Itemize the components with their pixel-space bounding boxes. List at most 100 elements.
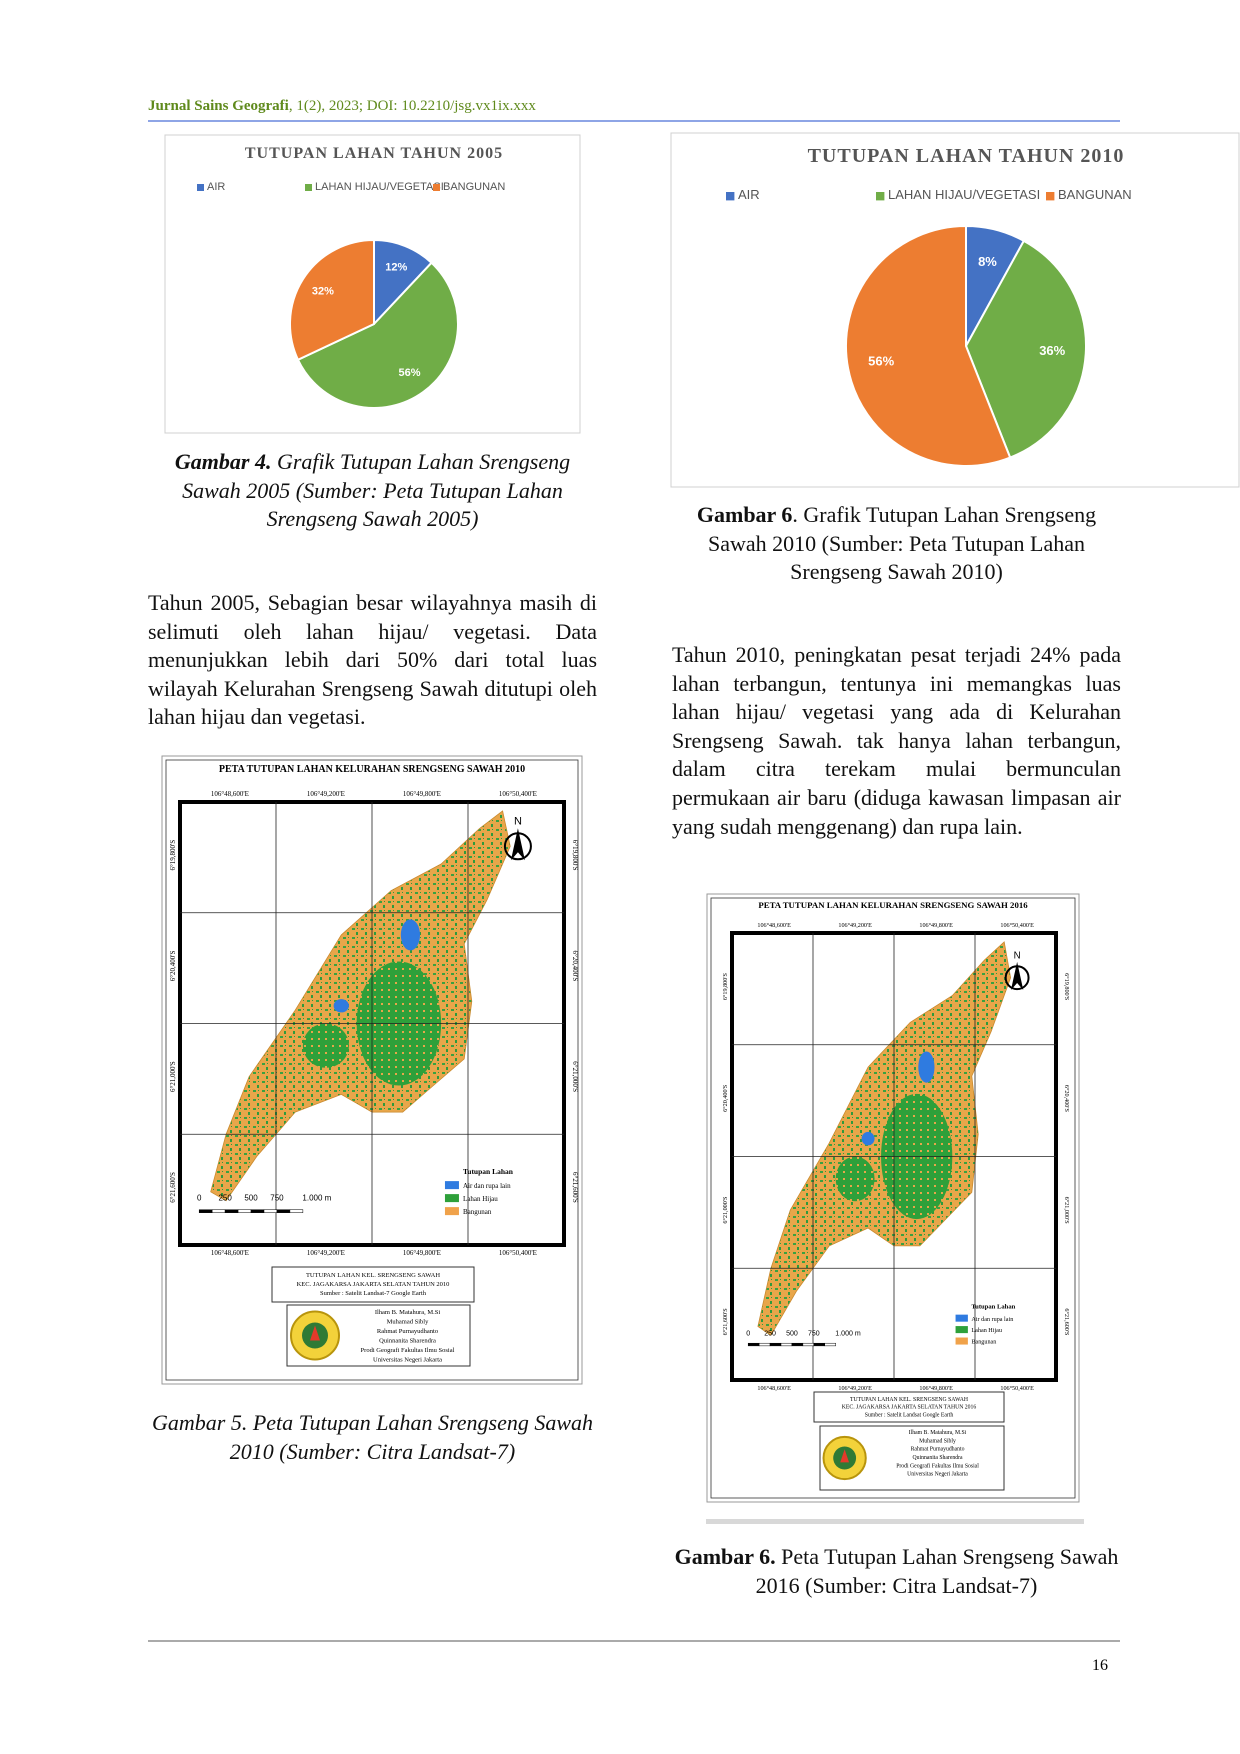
scale-label: 1.000 m <box>302 1194 331 1203</box>
y-coordinate: 6°21,600'S <box>1063 1308 1070 1336</box>
map-title: PETA TUTUPAN LAHAN KELURAHAN SRENGSENG S… <box>758 900 1028 910</box>
caption-text: Gambar 5. Peta Tutupan Lahan Srengseng S… <box>151 1410 594 1464</box>
citation: , 1(2), 2023; DOI: 10.2210/jsg.vx1ix.xxx <box>288 98 536 114</box>
legend-label: BANGUNAN <box>1058 187 1132 202</box>
y-coordinate: 6°21,000'S <box>571 1061 579 1092</box>
x-coordinate: 106°48,600'E <box>211 1249 249 1257</box>
legend-swatch <box>726 192 735 201</box>
y-coordinate: 6°20,400'S <box>722 1084 729 1112</box>
scale-bar <box>747 1342 760 1347</box>
paragraph: Tahun 2005, Sebagian besar wilayahnya ma… <box>148 590 597 730</box>
caption-text: Grafik Tutupan Lahan Srengseng Sawah 200… <box>182 449 571 532</box>
info-box <box>271 1266 475 1303</box>
legend-swatch <box>876 192 885 201</box>
legend-label: Air dan rupa lain <box>971 1317 1013 1323</box>
green-area <box>302 1023 349 1068</box>
data-label: 8% <box>978 254 997 269</box>
credit-line: Rahmat Purnayudhanto <box>911 1447 965 1453</box>
credit-line: Rahmat Purnayudhanto <box>377 1328 438 1335</box>
credit-line: Universitas Negeri Jakarta <box>373 1357 442 1364</box>
info-line: TUTUPAN LAHAN KEL. SRENGSENG SAWAH <box>850 1397 968 1403</box>
scale-bar <box>198 1209 213 1213</box>
university-logo-flame <box>840 1449 850 1463</box>
water-body <box>861 1131 875 1146</box>
north-arrow <box>510 828 525 861</box>
y-coordinate: 6°20,400'S <box>169 950 177 981</box>
legend-swatch <box>444 1194 459 1203</box>
map-inner-frame <box>165 759 579 1381</box>
legend-label: AIR <box>738 187 760 202</box>
credit-line: Quinnanita Sharendra <box>379 1338 436 1345</box>
x-coordinate: 106°48,600'E <box>757 922 791 929</box>
caption-text: . Grafik Tutupan Lahan Srengseng Sawah 2… <box>707 502 1097 585</box>
legend-title: Tutupan Lahan <box>971 1303 1015 1310</box>
caption: Gambar 6. Peta Tutupan Lahan Srengseng S… <box>672 1543 1121 1600</box>
scale-bar <box>211 1209 226 1213</box>
scale-label: 500 <box>786 1330 798 1337</box>
water-body <box>400 919 420 951</box>
scale-label: 750 <box>808 1330 820 1337</box>
y-coordinate: 6°21,000'S <box>1063 1197 1070 1225</box>
page-number: 16 <box>1092 1657 1108 1674</box>
legend-label: AIR <box>207 181 225 193</box>
credit-line: Muhamad Sibly <box>387 1319 429 1326</box>
scale-label: 0 <box>746 1330 750 1337</box>
university-logo-flame <box>310 1325 320 1341</box>
x-coordinate: 106°49,200'E <box>307 1249 345 1257</box>
legend-swatch <box>305 184 312 191</box>
scale-bar <box>813 1342 825 1347</box>
data-label: 32% <box>312 285 334 297</box>
paragraph: Tahun 2010, peningkatan pesat terjadi 24… <box>672 642 1121 839</box>
x-coordinate: 106°50,400'E <box>1000 922 1034 929</box>
legend-label: LAHAN HIJAU/VEGETASI <box>315 181 444 193</box>
x-coordinate: 106°49,800'E <box>919 922 953 929</box>
info-line: Sumber : Satelit Landsat-7 Google Earth <box>320 1290 427 1297</box>
legend-swatch <box>444 1207 459 1216</box>
separator <box>706 1519 1084 1524</box>
legend-label: Bangunan <box>971 1340 996 1346</box>
legend-label: Lahan Hijau <box>971 1328 1002 1334</box>
x-coordinate: 106°50,400'E <box>499 790 537 798</box>
scale-bar <box>276 1209 291 1213</box>
x-coordinate: 106°50,400'E <box>499 1249 537 1257</box>
pie-slice <box>296 261 459 409</box>
y-coordinate: 6°19,800'S <box>1063 973 1070 1001</box>
credit-line: Ilham B. Matahura, M.Si <box>375 1309 441 1316</box>
scale-label: 0 <box>197 1194 202 1203</box>
info-line: KEC. JAGAKARSA JAKARTA SELATAN TAHUN 201… <box>297 1281 450 1288</box>
caption-label: Gambar 4. <box>174 449 272 474</box>
scale-label: 750 <box>270 1194 284 1203</box>
x-coordinate: 106°48,600'E <box>757 1385 791 1392</box>
scale-bar <box>824 1342 836 1347</box>
caption: Gambar 4. Grafik Tutupan Lahan Srengseng… <box>148 448 597 534</box>
scale-label: 1.000 m <box>835 1330 861 1337</box>
credit-line: Universitas Negeri Jakarta <box>907 1472 968 1478</box>
x-coordinate: 106°49,800'E <box>919 1385 953 1392</box>
water-body <box>333 999 349 1013</box>
scale-label: 250 <box>218 1194 232 1203</box>
y-coordinate: 6°21,600'S <box>169 1172 177 1203</box>
legend-label: Lahan Hijau <box>463 1195 498 1203</box>
scale-bar <box>263 1209 278 1213</box>
info-line: Sumber : Satelit Landsat Google Earth <box>865 1413 954 1419</box>
pie-slice <box>373 238 433 327</box>
legend-swatch <box>955 1314 968 1322</box>
legend-label: Bangunan <box>463 1208 492 1216</box>
data-label: 56% <box>868 354 894 369</box>
caption-label: Gambar 6. <box>674 1544 776 1569</box>
x-coordinate: 106°49,800'E <box>403 790 441 798</box>
legend-swatch <box>444 1181 459 1190</box>
legend-swatch <box>955 1337 968 1345</box>
legend-title: Tutupan Lahan <box>463 1167 514 1176</box>
chart-title: TUTUPAN LAHAN TAHUN 2005 <box>245 145 503 162</box>
scale-bar <box>758 1342 771 1347</box>
data-label: 56% <box>399 367 421 379</box>
chart-title: TUTUPAN LAHAN TAHUN 2010 <box>808 145 1125 167</box>
x-coordinate: 106°50,400'E <box>1000 1385 1034 1392</box>
scale-bar <box>780 1342 793 1347</box>
legend-swatch <box>197 184 204 191</box>
running-header: Jurnal Sains Geografi, 1(2), 2023; DOI: … <box>148 98 536 115</box>
north-arrow <box>1010 961 1024 991</box>
